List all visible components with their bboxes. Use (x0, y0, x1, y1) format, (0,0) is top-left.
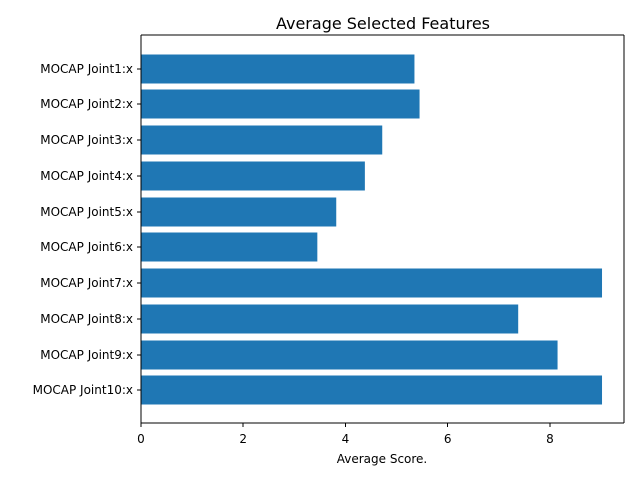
chart-title: Average Selected Features (276, 14, 490, 33)
y-tick-label-10: MOCAP Joint10:x (33, 383, 133, 397)
y-axis-ticks: MOCAP Joint1:x MOCAP Joint2:x MOCAP Joint3… (33, 62, 141, 397)
bar-4 (141, 161, 365, 191)
y-tick-label-9: MOCAP Joint9:x (40, 348, 133, 362)
y-tick-label-1: MOCAP Joint1:x (40, 62, 133, 76)
bar-9 (141, 340, 558, 370)
bar-2 (141, 89, 420, 119)
y-tick-label-5: MOCAP Joint5:x (40, 205, 133, 219)
y-tick-label-8: MOCAP Joint8:x (40, 312, 133, 326)
y-tick-label-6: MOCAP Joint6:x (40, 240, 133, 254)
y-tick-label-7: MOCAP Joint7:x (40, 276, 133, 290)
bar-8 (141, 304, 519, 334)
bar-3 (141, 125, 383, 155)
bar-10 (141, 375, 603, 405)
x-tick-label-3: 4 (342, 432, 350, 446)
bar-7 (141, 268, 603, 298)
bar-5 (141, 197, 337, 227)
x-axis-ticks: 0 2 4 6 8 (137, 423, 554, 446)
x-tick-label-1: 0 (137, 432, 145, 446)
x-tick-label-4: 6 (444, 432, 452, 446)
x-tick-label-2: 2 (239, 432, 247, 446)
x-tick-label-5: 8 (546, 432, 554, 446)
bar-1 (141, 54, 415, 84)
y-tick-label-4: MOCAP Joint4:x (40, 169, 133, 183)
x-axis-label: Average Score. (337, 452, 428, 466)
bars-layer (141, 54, 603, 405)
bar-6 (141, 232, 318, 262)
y-tick-label-2: MOCAP Joint2:x (40, 97, 133, 111)
y-tick-label-3: MOCAP Joint3:x (40, 133, 133, 147)
